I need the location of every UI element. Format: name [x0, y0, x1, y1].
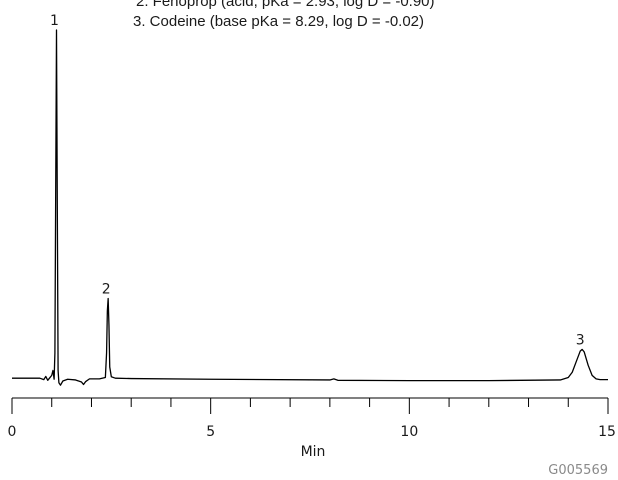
peak-labels: 1 2 3	[50, 13, 585, 348]
x-tick-label-0: 0	[8, 424, 17, 440]
chromatogram-trace	[12, 29, 608, 386]
x-tick-labels: 0 5 10 15	[8, 424, 616, 440]
x-tick-label-5: 5	[206, 424, 215, 440]
x-axis-label: Min	[301, 444, 326, 460]
legend-entry-3: 3. Codeine (base pKa = 8.29, log D = -0.…	[133, 13, 424, 30]
figure-code: G005569	[548, 463, 608, 478]
peak-label-1: 1	[50, 13, 59, 29]
legend-entry-2: 2. Fenoprop (acid, pKa = 2.93, log D = -…	[136, 0, 435, 10]
x-axis: 0 5 10 15 Min	[8, 397, 616, 460]
x-tick-label-15: 15	[598, 424, 616, 440]
peak-label-2: 2	[102, 282, 111, 298]
legend: 2. Fenoprop (acid, pKa = 2.93, log D = -…	[133, 0, 435, 30]
peak-label-3: 3	[576, 332, 585, 348]
x-tick-label-10: 10	[400, 424, 418, 440]
x-ticks	[11, 398, 609, 414]
